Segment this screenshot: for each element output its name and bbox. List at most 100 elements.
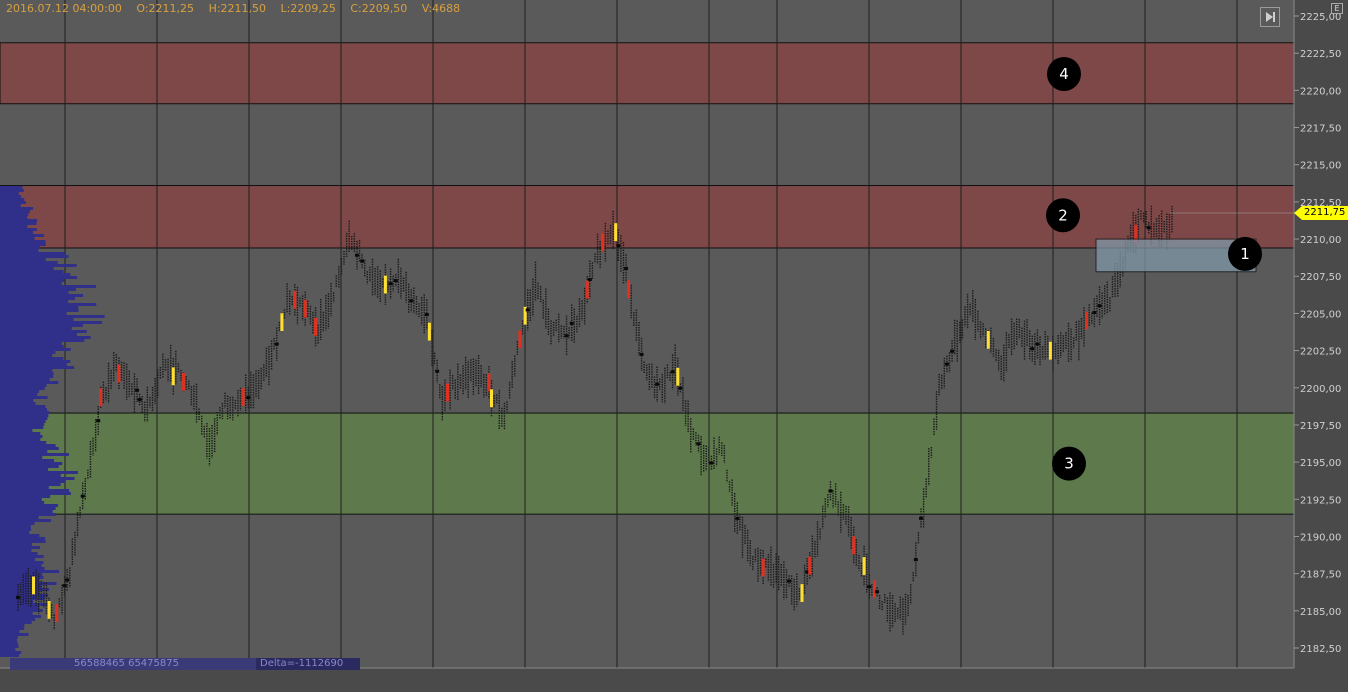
zone-marker-label: 4 <box>1059 65 1069 83</box>
poc-mark <box>80 494 85 498</box>
scale-mode-button[interactable]: E <box>1331 3 1343 14</box>
poc-mark <box>587 278 592 282</box>
profile-bar <box>0 477 75 480</box>
profile-bar <box>0 198 25 201</box>
y-tick-label: 2210,00 <box>1300 235 1341 246</box>
profile-bar <box>0 324 83 327</box>
profile-bar <box>0 648 16 651</box>
y-tick-label: 2182,50 <box>1300 644 1341 655</box>
profile-bar <box>0 333 77 336</box>
volume-highlight <box>518 330 522 349</box>
poc-mark <box>409 299 414 303</box>
poc-mark <box>655 382 660 386</box>
poc-mark <box>96 419 101 423</box>
profile-bar <box>0 216 28 219</box>
profile-bar <box>0 219 38 222</box>
poc-mark <box>913 558 918 562</box>
y-tick-label: 2197,50 <box>1300 421 1341 432</box>
profile-bar <box>0 441 47 444</box>
profile-bar <box>0 438 41 441</box>
profile-bar <box>0 471 78 474</box>
profile-bar <box>0 267 54 270</box>
profile-bar <box>0 399 34 402</box>
volume-highlight <box>1134 225 1138 244</box>
poc-mark <box>388 282 393 286</box>
volume-highlight <box>427 322 431 341</box>
profile-bar <box>0 348 71 351</box>
zone-marker-label: 3 <box>1064 455 1074 473</box>
poc-mark <box>670 370 675 374</box>
profile-bar <box>0 315 105 318</box>
price-axis[interactable]: 2225,00 2222,50 2220,00 2217,50 2215,00 2212,… <box>1294 12 1341 655</box>
profile-bar <box>0 492 71 495</box>
zone-resistance-4 <box>0 42 1295 105</box>
profile-bar <box>0 558 35 561</box>
profile-bar <box>0 186 23 189</box>
profile-bar <box>0 330 87 333</box>
profile-bar <box>0 351 56 354</box>
poc-mark <box>393 279 398 283</box>
profile-bar <box>0 474 61 477</box>
time-axis-background <box>0 668 1294 692</box>
last-price-tag: 2211,75 <box>1294 206 1348 221</box>
profile-bar <box>0 420 46 423</box>
profile-bar <box>0 222 37 225</box>
zone-marker-label: 2 <box>1058 206 1068 224</box>
profile-bar <box>0 279 65 282</box>
poc-mark <box>435 369 440 373</box>
profile-bar <box>0 597 45 600</box>
y-tick-label: 2222,50 <box>1300 49 1341 60</box>
volume-highlight <box>1085 311 1089 330</box>
volume-highlight <box>872 580 876 598</box>
profile-bar <box>0 237 35 240</box>
profile-bar <box>0 576 44 579</box>
poc-mark <box>1030 347 1035 351</box>
profile-bar <box>0 468 49 471</box>
profile-bar <box>0 246 41 249</box>
zone-marker-label: 1 <box>1240 245 1250 263</box>
profile-bar <box>0 426 44 429</box>
low-value: L:2209,25 <box>280 2 336 15</box>
profile-bar <box>0 618 36 621</box>
volume-highlight <box>523 306 527 325</box>
profile-bar <box>0 189 24 192</box>
profile-bar <box>0 369 53 372</box>
markers-layer: 4 2 3 1 <box>1046 56 1262 481</box>
profile-bar <box>0 567 45 570</box>
poc-mark <box>569 321 574 325</box>
volume-highlight <box>293 290 297 309</box>
poc-mark <box>1146 226 1151 230</box>
volume-highlight <box>487 373 491 392</box>
poc-mark <box>525 308 530 312</box>
y-tick-label: 2207,50 <box>1300 272 1341 283</box>
profile-bar <box>0 318 74 321</box>
profile-bar <box>0 486 49 489</box>
profile-bar <box>0 480 65 483</box>
y-tick-label: 2225,00 <box>1300 12 1341 23</box>
price-axis-background <box>1294 0 1348 692</box>
profile-bar <box>0 417 48 420</box>
profile-bar <box>0 483 61 486</box>
zone-marker-4 <box>1047 56 1081 91</box>
profile-bar <box>0 549 32 552</box>
profile-bar <box>0 429 33 432</box>
poc-mark <box>616 244 621 248</box>
poc-mark <box>360 259 365 263</box>
poc-mark <box>137 398 142 402</box>
profile-bar <box>0 207 34 210</box>
profile-bar <box>0 639 17 642</box>
volume-highlight <box>182 372 186 391</box>
profile-bar <box>0 564 42 567</box>
y-tick-label: 2217,50 <box>1300 124 1341 135</box>
profile-bar <box>0 360 71 363</box>
open-value: O:2211,25 <box>136 2 195 15</box>
profile-bar <box>0 375 54 378</box>
profile-bar <box>0 411 50 414</box>
volume-highlight <box>280 313 284 332</box>
scroll-to-end-button[interactable] <box>1260 7 1280 27</box>
profile-bar <box>0 309 79 312</box>
profile-bar <box>0 225 28 228</box>
volume-highlight <box>800 584 804 602</box>
profile-bar <box>0 276 78 279</box>
